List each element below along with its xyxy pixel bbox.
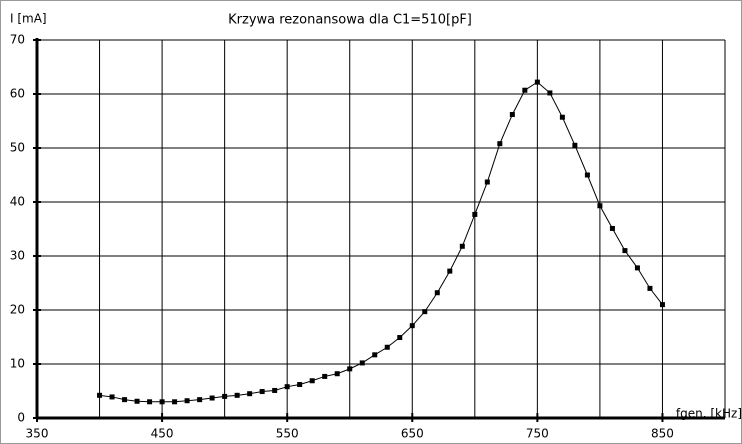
data-point xyxy=(622,248,628,254)
data-point xyxy=(497,141,503,147)
data-point xyxy=(597,203,603,209)
data-point xyxy=(97,392,103,398)
data-point xyxy=(284,384,290,390)
data-point xyxy=(509,112,515,118)
data-point xyxy=(659,302,665,308)
x-tick-label: 550 xyxy=(276,427,299,441)
data-point xyxy=(172,399,178,405)
y-tick-label: 20 xyxy=(10,303,25,317)
data-point xyxy=(434,290,440,296)
data-point xyxy=(572,142,578,148)
x-tick-label: 650 xyxy=(401,427,424,441)
data-point xyxy=(234,392,240,398)
x-tick-label: 350 xyxy=(26,427,49,441)
data-point xyxy=(247,391,253,397)
x-tick-label: 850 xyxy=(651,427,674,441)
data-point xyxy=(634,265,640,271)
data-point xyxy=(397,335,403,341)
data-line xyxy=(99,81,663,403)
x-tick-label: 750 xyxy=(526,427,549,441)
data-point xyxy=(384,344,390,350)
data-point xyxy=(459,243,465,249)
data-point xyxy=(334,371,340,377)
data-point xyxy=(609,225,615,231)
y-tick-label: 10 xyxy=(10,357,25,371)
data-point xyxy=(472,211,478,217)
data-point xyxy=(297,382,303,388)
data-point xyxy=(347,366,353,372)
y-tick-label: 50 xyxy=(10,141,25,155)
data-point xyxy=(447,268,453,274)
data-point xyxy=(147,399,153,405)
data-point xyxy=(122,397,128,403)
data-point xyxy=(359,360,365,366)
data-point xyxy=(184,398,190,404)
data-point xyxy=(134,398,140,404)
data-point xyxy=(584,172,590,178)
data-point xyxy=(272,387,278,393)
data-point xyxy=(259,389,265,395)
data-point xyxy=(559,114,565,120)
y-tick-label: 30 xyxy=(10,249,25,263)
x-tick-label: 450 xyxy=(151,427,174,441)
y-axis-label: I [mA] xyxy=(10,12,47,26)
data-point xyxy=(322,373,328,379)
data-point xyxy=(209,395,215,401)
data-point xyxy=(534,79,540,85)
data-point xyxy=(372,352,378,358)
data-point xyxy=(309,378,315,384)
data-point xyxy=(484,179,490,185)
data-point xyxy=(409,323,415,329)
data-point xyxy=(647,285,653,291)
chart-title: Krzywa rezonansowa dla C1=510[pF] xyxy=(228,13,472,28)
y-tick-label: 0 xyxy=(17,411,25,425)
data-point xyxy=(522,87,528,93)
data-point xyxy=(422,309,428,315)
y-tick-label: 70 xyxy=(10,33,25,47)
y-tick-label: 40 xyxy=(10,195,25,209)
data-point xyxy=(547,90,553,96)
y-tick-label: 60 xyxy=(10,87,25,101)
data-point xyxy=(222,393,228,399)
data-point xyxy=(159,399,165,405)
data-point xyxy=(197,397,203,403)
data-point xyxy=(109,394,115,400)
